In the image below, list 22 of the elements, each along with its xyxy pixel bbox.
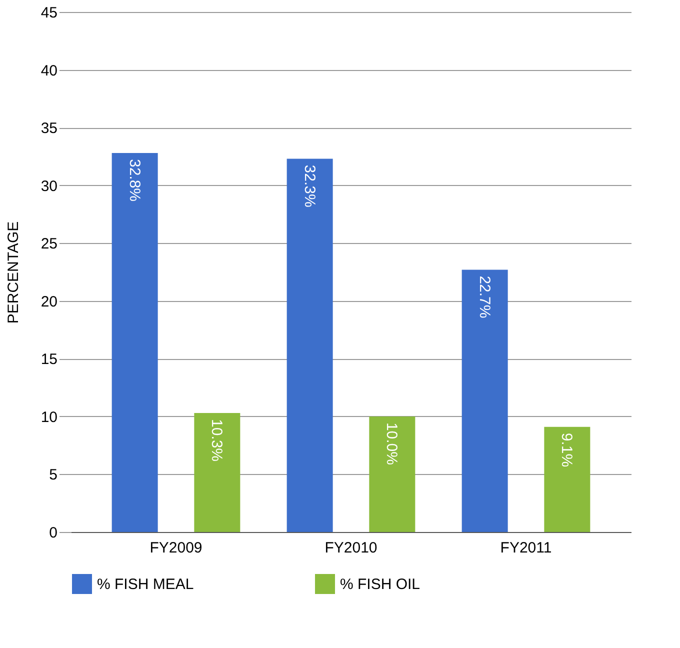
- legend-label: % FISH MEAL: [97, 576, 194, 593]
- data-label: 9.1%: [558, 432, 576, 468]
- data-label: 32.3%: [300, 164, 318, 208]
- y-tick-label: 20: [40, 293, 58, 310]
- y-tick-label: 30: [40, 178, 58, 195]
- y-axis-title: PERCENTAGE: [4, 221, 22, 324]
- data-label: 32.8%: [126, 158, 143, 202]
- y-tick-label: 25: [40, 236, 58, 253]
- x-tick-label: FY2011: [500, 540, 552, 556]
- x-tick-label: FY2009: [150, 540, 202, 556]
- y-tick-label: 15: [40, 351, 58, 368]
- x-tick-label: FY2010: [324, 540, 378, 556]
- y-tick-label: 40: [40, 62, 58, 80]
- legend-label: % FISH OIL: [340, 576, 420, 593]
- data-label: 10.3%: [208, 418, 226, 462]
- y-tick-label: 45: [40, 4, 58, 22]
- data-label: 22.7%: [476, 276, 493, 318]
- y-tick-label: 5: [49, 466, 58, 484]
- y-tick-label: 0: [49, 524, 58, 542]
- y-tick-label: 10: [40, 408, 58, 426]
- data-label: 10.0%: [383, 422, 400, 465]
- y-tick-label: 35: [40, 120, 58, 138]
